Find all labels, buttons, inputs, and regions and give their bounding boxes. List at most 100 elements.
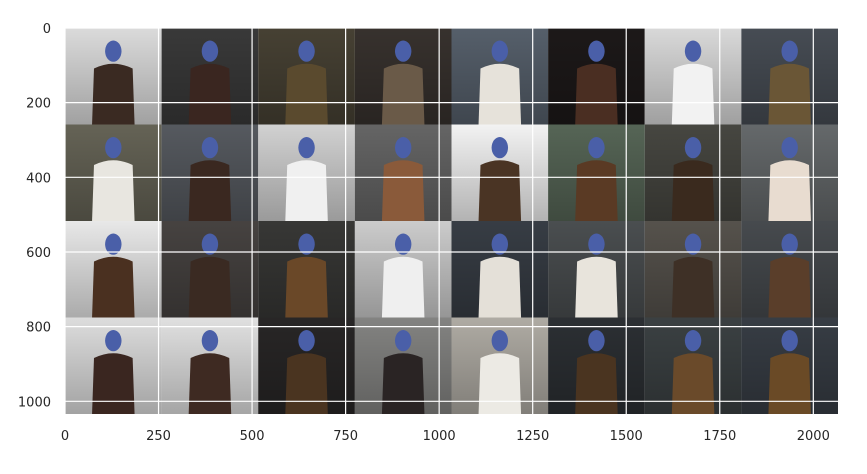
image-tile [741, 317, 838, 414]
person-figure [188, 256, 232, 318]
y-tick-label: 200 [26, 97, 51, 112]
person-figure [188, 160, 232, 221]
person-head [201, 137, 219, 159]
person-head [394, 233, 412, 255]
person-figure [92, 160, 135, 221]
image-tile [644, 221, 742, 318]
grid-lines [64, 27, 838, 414]
person-head [394, 137, 412, 159]
image-tile [161, 317, 259, 414]
y-tick-label: 400 [26, 171, 51, 186]
image-tile [65, 124, 162, 221]
person-head [491, 137, 509, 159]
person-head [781, 330, 798, 352]
person-figure [768, 353, 811, 414]
x-tick-label: 750 [333, 429, 358, 444]
person-head [684, 330, 702, 352]
person-figure [575, 256, 618, 318]
person-figure [381, 256, 425, 318]
y-tick-label: 0 [43, 22, 51, 37]
person-figure [768, 160, 811, 221]
y-tick-label: 600 [26, 246, 51, 261]
person-figure [575, 63, 618, 125]
person-head [394, 330, 412, 352]
person-figure [285, 256, 328, 318]
person-head [298, 233, 315, 255]
image-tile [644, 124, 742, 221]
image-tile [741, 124, 838, 221]
person-figure [575, 353, 618, 414]
person-figure [478, 256, 522, 318]
person-figure [92, 353, 135, 414]
image-tile [258, 28, 355, 125]
x-tick-label: 250 [146, 429, 171, 444]
image-tile [548, 28, 645, 125]
x-axis-ticks: 0 250 500 750 1000 1250 1500 1750 2000 [61, 429, 830, 444]
image-tile [741, 221, 838, 318]
person-figure [671, 160, 715, 221]
image-tile [65, 221, 162, 318]
person-head [588, 233, 605, 255]
image-tile [161, 221, 259, 318]
image-tile [548, 221, 645, 318]
person-figure [381, 160, 425, 221]
image-tile [354, 28, 452, 125]
y-tick-label: 1000 [18, 395, 51, 410]
person-figure [768, 256, 811, 318]
image-tile [161, 124, 259, 221]
image-tile [451, 28, 549, 125]
person-head [684, 40, 702, 62]
image-tile [354, 317, 452, 414]
person-head [105, 40, 122, 62]
image-tile [644, 317, 742, 414]
person-head [684, 233, 702, 255]
image-tile [741, 28, 838, 125]
person-figure [188, 353, 232, 414]
person-head [781, 40, 798, 62]
person-head [491, 40, 509, 62]
person-head [298, 330, 315, 352]
person-head [588, 40, 605, 62]
person-head [781, 233, 798, 255]
person-head [588, 137, 605, 159]
image-tile [451, 317, 549, 414]
image-tile [258, 317, 355, 414]
image-tile [354, 221, 452, 318]
person-head [781, 137, 798, 159]
person-head [491, 330, 509, 352]
image-tile [451, 124, 549, 221]
image-tile [548, 317, 645, 414]
person-figure [478, 353, 522, 414]
image-tiles [65, 28, 838, 414]
person-figure [671, 256, 715, 318]
x-tick-label: 2000 [797, 429, 830, 444]
image-tile [258, 221, 355, 318]
person-figure [671, 63, 715, 125]
x-tick-label: 0 [61, 429, 69, 444]
person-head [491, 233, 509, 255]
person-figure [381, 63, 425, 125]
person-head [298, 40, 315, 62]
person-head [684, 137, 702, 159]
person-figure [285, 63, 328, 125]
person-head [105, 330, 122, 352]
person-head [201, 40, 219, 62]
person-head [201, 233, 219, 255]
image-tile [354, 124, 452, 221]
x-tick-label: 1250 [516, 429, 549, 444]
person-head [201, 330, 219, 352]
person-head [105, 233, 122, 255]
image-tile [258, 124, 355, 221]
x-tick-label: 1750 [703, 429, 736, 444]
x-tick-label: 1000 [423, 429, 456, 444]
y-axis-ticks: 0 200 400 600 800 1000 [18, 22, 51, 410]
person-figure [768, 63, 811, 125]
person-figure [478, 160, 522, 221]
person-head [105, 137, 122, 159]
person-head [588, 330, 605, 352]
image-tile [548, 124, 645, 221]
person-head [298, 137, 315, 159]
person-figure [671, 353, 715, 414]
person-figure [92, 256, 135, 318]
